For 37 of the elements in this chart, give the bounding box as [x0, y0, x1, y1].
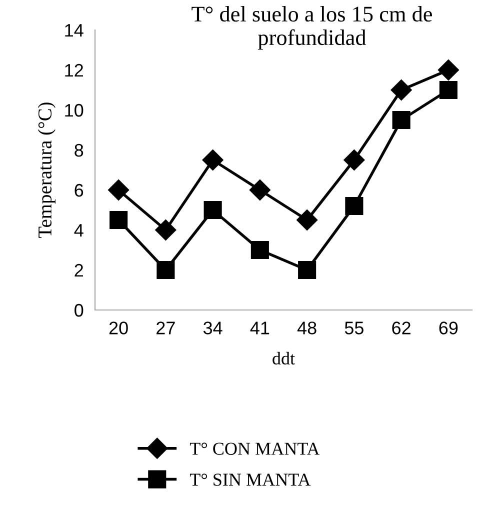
point	[438, 59, 459, 81]
point	[344, 149, 365, 171]
y-tick-label: 12	[65, 64, 83, 77]
point	[155, 219, 176, 241]
y-axis-title: Temperatura (°C)	[38, 102, 56, 238]
point	[108, 179, 130, 201]
y-tick-label: 2	[74, 264, 83, 277]
legend-label: T° SIN MANTA	[190, 474, 311, 486]
x-tick-label: 27	[156, 322, 175, 334]
point	[298, 260, 316, 280]
point	[156, 260, 175, 280]
point	[392, 110, 410, 130]
point	[390, 79, 412, 101]
point	[110, 210, 128, 230]
legend-label: T° CON MANTA	[190, 442, 320, 455]
x-tick-label: 69	[439, 322, 458, 334]
point	[249, 179, 270, 201]
point	[204, 200, 222, 220]
x-tick-label: 41	[250, 322, 270, 334]
x-axis-title: ddt	[272, 352, 295, 365]
point	[202, 149, 224, 171]
x-tick-label: 62	[392, 322, 410, 334]
y-tick-label: 10	[65, 104, 84, 117]
point	[439, 80, 458, 100]
x-tick-label: 48	[297, 322, 316, 334]
chart-title: T° del suelo a los 15 cm de profundidad	[192, 6, 432, 50]
y-tick-label: 14	[65, 24, 84, 37]
x-tick-label: 20	[109, 322, 128, 334]
y-tick-label: 8	[74, 144, 84, 157]
y-tick-label: 0	[74, 304, 84, 317]
point	[345, 196, 364, 216]
point	[250, 240, 269, 260]
y-tick-label: 4	[74, 224, 84, 237]
y-tick-label: 6	[74, 184, 84, 197]
x-tick-label: 55	[344, 322, 364, 334]
x-tick-label: 34	[203, 322, 222, 334]
point	[296, 209, 318, 231]
